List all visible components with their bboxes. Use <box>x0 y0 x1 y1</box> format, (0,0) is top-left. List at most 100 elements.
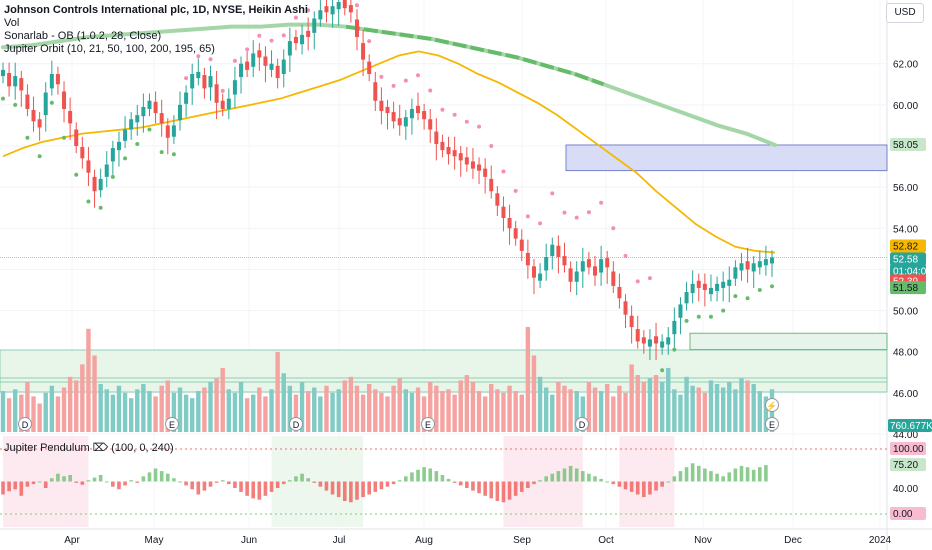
demand-order-block <box>689 332 888 351</box>
volume-bar <box>666 367 671 432</box>
trailing-stop-dot <box>733 294 738 299</box>
currency-button[interactable]: USD <box>886 3 924 23</box>
candle-body <box>428 119 433 130</box>
oscillator-bar <box>623 481 628 490</box>
oscillator-bar <box>562 468 567 482</box>
oscillator-bar <box>666 481 671 483</box>
legend-sonarlab[interactable]: Sonarlab - OB (1.0.2, 28, Close) <box>4 30 162 42</box>
volume-bar <box>464 375 470 432</box>
x-tick-label: Dec <box>784 535 802 546</box>
candle-body <box>25 94 30 109</box>
trailing-stop-dot <box>538 221 543 226</box>
trailing-stop-dot <box>684 318 689 323</box>
oscillator-bar <box>68 475 72 482</box>
candle-body <box>348 5 353 13</box>
legend: Johnson Controls International plc, 1D, … <box>4 4 308 56</box>
oscillator-bar <box>544 476 548 482</box>
oscillator-bar <box>703 468 707 482</box>
x-tick-label: Sep <box>513 535 531 546</box>
volume-bar <box>13 389 18 432</box>
trailing-stop-dot <box>721 308 726 313</box>
candle-body <box>446 147 451 155</box>
trailing-stop-dot <box>354 3 359 8</box>
oscillator-legend[interactable]: Jupiter Pendulum ⌦ (100, 0, 240) <box>4 442 174 454</box>
candle-body <box>519 239 524 251</box>
volume-bar <box>641 382 647 432</box>
oscillator-bar <box>153 468 158 482</box>
candle-body <box>7 72 12 87</box>
candle-body <box>226 98 231 109</box>
trailing-stop-dot <box>586 210 591 215</box>
oscillator-bar <box>312 481 317 483</box>
oscillator-bar <box>294 476 298 482</box>
oscillator-bar <box>471 481 475 491</box>
trailing-stop-dot <box>660 368 665 373</box>
candle-body <box>165 125 170 138</box>
legend-volume[interactable]: Vol <box>4 17 20 29</box>
price-label: 01:04:06 <box>893 266 932 277</box>
oscillator-bar <box>239 481 243 492</box>
candle-body <box>373 82 378 101</box>
candle-body <box>336 2 341 10</box>
volume-bar <box>543 387 549 432</box>
candle-body <box>770 257 774 264</box>
candle-body <box>538 273 543 281</box>
oscillator-bar <box>202 481 207 491</box>
candle-body <box>196 71 201 79</box>
x-tick-label: May <box>145 535 164 546</box>
candle-body <box>318 10 323 20</box>
trailing-stop-dot <box>574 215 579 220</box>
trailing-stop-dot <box>208 57 213 62</box>
oscillator-bar <box>465 481 469 488</box>
candle-body <box>470 161 475 169</box>
volume-bar <box>37 403 42 432</box>
oscillator-bar <box>678 471 683 482</box>
plot-background <box>0 0 887 527</box>
candle-body <box>489 178 494 192</box>
oscillator-bar <box>532 481 536 485</box>
trailing-stop-dot <box>196 54 201 59</box>
candle-body <box>74 129 79 146</box>
event-marker <box>165 417 179 431</box>
candle-body <box>159 113 164 124</box>
oscillator-bar <box>635 481 640 495</box>
volume-bar <box>360 394 366 432</box>
oscillator-bar <box>416 469 420 482</box>
oscillator-bar <box>129 480 133 482</box>
event-marker <box>289 417 303 431</box>
volume-bar <box>336 389 341 432</box>
volume-bar <box>440 391 445 432</box>
oscillator-bar <box>709 471 713 482</box>
candle-body <box>403 117 408 127</box>
volume-bar <box>733 389 738 432</box>
trailing-stop-dot <box>367 39 372 44</box>
volume-bar <box>251 394 256 432</box>
candle-body <box>458 153 463 161</box>
oscillator-bar <box>519 481 524 492</box>
volume-bar <box>635 375 640 432</box>
volume-bar <box>25 382 30 432</box>
candle-body <box>422 111 427 120</box>
trailing-stop-dot <box>281 33 286 38</box>
candle-body <box>367 61 372 74</box>
trailing-stop-dot <box>757 288 762 292</box>
oscillator-bar <box>550 473 555 482</box>
oscillator-bar <box>361 481 365 498</box>
oscillator-bar <box>513 481 518 496</box>
oscillator-bar <box>715 473 719 482</box>
volume-bar <box>531 355 537 432</box>
legend-symbol[interactable]: Johnson Controls International plc, 1D, … <box>4 4 308 16</box>
volume-bar <box>220 367 225 432</box>
candle-body <box>660 341 665 348</box>
oscillator-zone <box>619 436 675 527</box>
candle-body <box>31 110 36 122</box>
volume-bar <box>409 392 415 432</box>
legend-jupiter-orbit[interactable]: Jupiter Orbit (10, 21, 50, 100, 200, 195… <box>4 43 215 55</box>
candle-body <box>135 115 140 123</box>
oscillator-bar <box>220 480 225 482</box>
volume-bar <box>74 380 79 432</box>
volume-bar <box>574 391 579 432</box>
volume-label-background <box>888 419 932 432</box>
volume-bar <box>226 389 232 432</box>
